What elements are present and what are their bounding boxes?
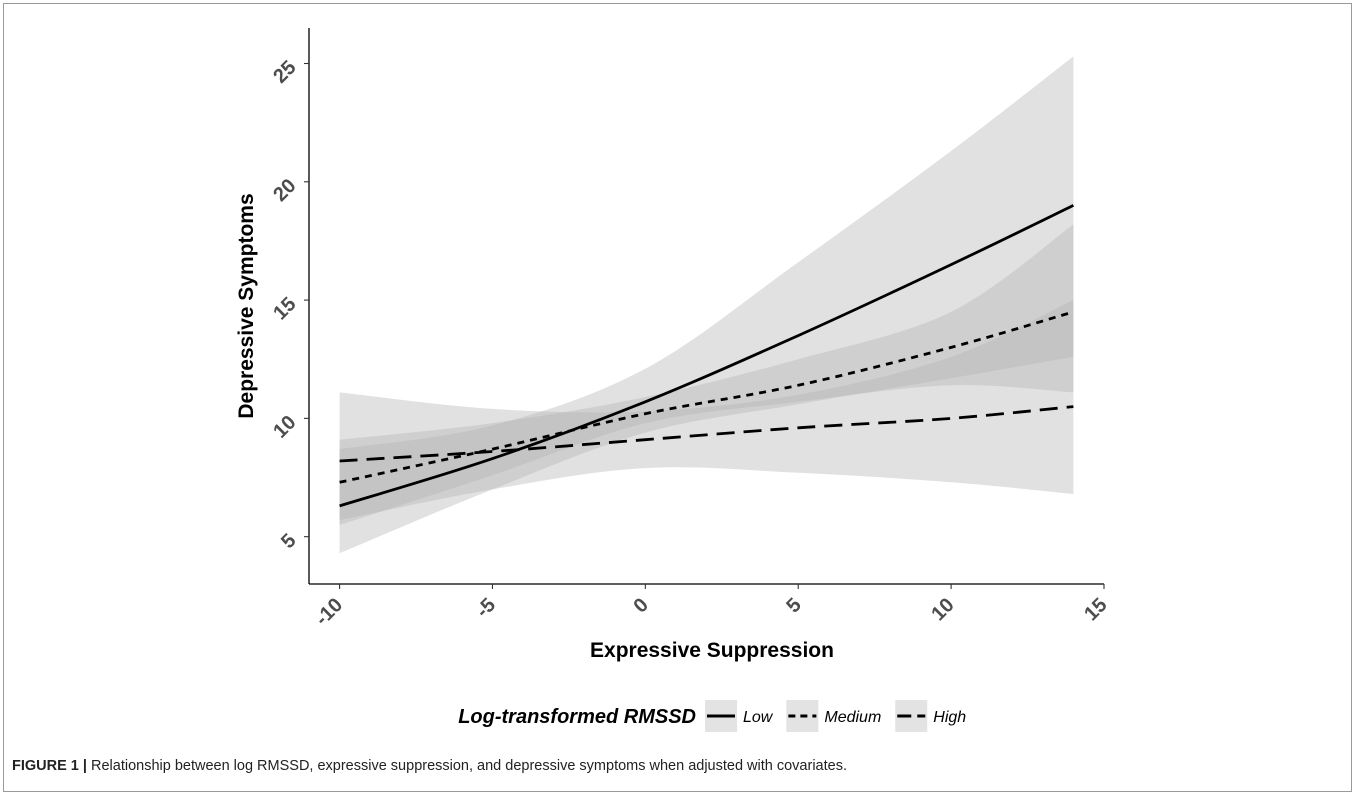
x-tick-label: 5 (782, 594, 805, 617)
legend: Log-transformed RMSSD Low Medium High (458, 700, 966, 732)
legend-label-medium: Medium (824, 709, 881, 726)
y-tick-label: 25 (269, 56, 300, 87)
legend-label-low: Low (743, 709, 774, 726)
x-tick-label: 0 (629, 594, 652, 617)
band-medium (339, 224, 1074, 525)
confidence-bands (339, 56, 1074, 554)
line-medium (339, 310, 1074, 484)
x-axis-title: Expressive Suppression (590, 639, 834, 662)
y-tick-label: 15 (269, 293, 300, 324)
x-tick-label: 15 (1080, 594, 1111, 625)
y-axis-title: Depressive Symptoms (235, 193, 258, 418)
x-tick-label: 10 (927, 594, 958, 625)
legend-item-medium: Medium (786, 700, 881, 732)
y-tick-label: 5 (277, 530, 300, 553)
legend-item-low: Low (705, 700, 774, 732)
x-tick-label: -10 (311, 594, 347, 630)
x-tick-label: -5 (472, 594, 500, 622)
legend-keys: Low Medium High (705, 700, 966, 732)
y-tick-label: 10 (269, 411, 300, 442)
series-lines (339, 204, 1075, 508)
caption-text: Relationship between log RMSSD, expressi… (86, 758, 847, 774)
band-low (339, 56, 1074, 554)
figure-frame (3, 3, 1352, 792)
axes (308, 28, 1104, 585)
y-ticks: 5 10 15 20 25 (269, 56, 309, 553)
y-tick-label: 20 (269, 175, 300, 206)
legend-title: Log-transformed RMSSD (458, 706, 696, 728)
legend-label-high: High (933, 709, 966, 726)
caption-label: FIGURE 1 | (12, 758, 87, 774)
line-low (339, 204, 1075, 508)
band-high (339, 300, 1074, 521)
x-ticks: -10 -5 0 5 10 15 (311, 584, 1112, 630)
figure-caption: FIGURE 1 | Relationship between log RMSS… (12, 758, 847, 774)
line-high (339, 405, 1074, 463)
legend-item-high: High (895, 700, 966, 732)
